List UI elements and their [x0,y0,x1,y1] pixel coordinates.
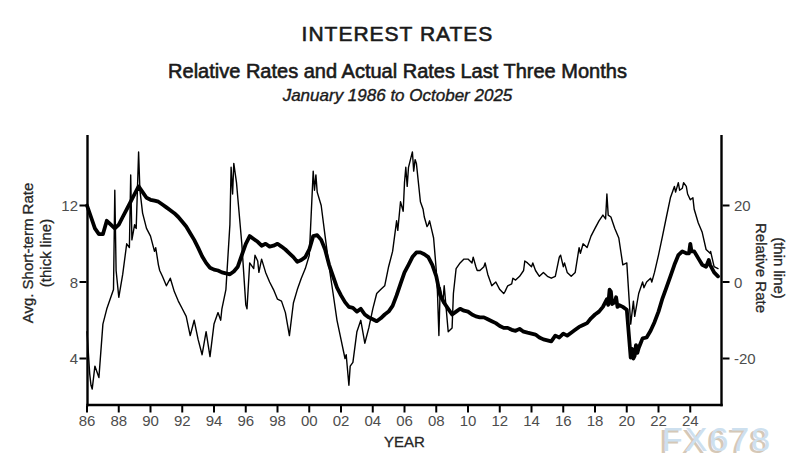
x-axis-tick-label: 90 [142,412,159,429]
x-axis-label: YEAR [384,433,425,450]
x-axis-tick-label: 02 [333,412,350,429]
x-axis-tick-label: 16 [555,412,572,429]
x-axis-tick-label: 14 [523,412,540,429]
x-axis-tick-label: 94 [206,412,223,429]
thin-line [87,152,718,389]
left-axis-tick-label: 8 [70,274,78,291]
thick-line [87,186,718,358]
left-axis-tick-label: 12 [61,197,78,214]
x-axis-tick-label: 92 [174,412,191,429]
x-axis-tick-label: 86 [79,412,96,429]
x-axis-tick-label: 00 [301,412,318,429]
right-axis-tick-label: -20 [734,350,756,367]
x-axis-tick-label: 98 [269,412,286,429]
watermark: FX678 [662,420,772,459]
x-axis-tick-label: 88 [110,412,127,429]
right-axis-tick-label: 0 [734,274,742,291]
x-axis-tick-label: 12 [491,412,508,429]
chart-page: INTEREST RATES Relative Rates and Actual… [0,0,795,473]
x-axis-tick-label: 18 [587,412,604,429]
x-axis-tick-label: 06 [396,412,413,429]
plot-area: 4 8 12 -20 0 20 86 88 90 92 94 96 98 00 02 04 06 08 10 12 14… [0,0,795,473]
right-axis-tick-label: 20 [734,197,751,214]
x-axis-tick-label: 08 [428,412,445,429]
x-axis-tick-label: 10 [460,412,477,429]
x-axis-tick-label: 04 [364,412,381,429]
x-axis-tick-label: 20 [618,412,635,429]
x-axis-tick-label: 96 [237,412,254,429]
left-axis-tick-label: 4 [70,350,78,367]
